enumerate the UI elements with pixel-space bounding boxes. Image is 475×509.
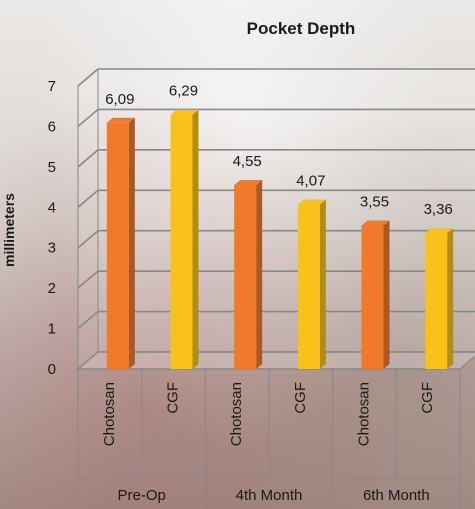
data-label: 6,29 bbox=[169, 83, 198, 100]
bar-side bbox=[256, 180, 263, 369]
group-label: 4th Month bbox=[236, 487, 303, 504]
bar-side bbox=[192, 109, 199, 369]
y-tick-label: 0 bbox=[48, 361, 56, 378]
bar-side bbox=[319, 199, 326, 369]
bar-side bbox=[128, 117, 135, 369]
x-tick-label: Chotosan bbox=[228, 382, 245, 446]
x-tick-label: Chotosan bbox=[101, 382, 118, 446]
bar bbox=[106, 122, 129, 369]
data-label: 6,09 bbox=[105, 91, 134, 108]
y-tick-label: 5 bbox=[48, 159, 56, 176]
bar bbox=[425, 233, 448, 369]
x-tick-label: CGF bbox=[292, 382, 309, 414]
y-axis-label: millimeters bbox=[1, 193, 17, 267]
x-tick-label: CGF bbox=[419, 382, 436, 414]
y-tick-label: 6 bbox=[48, 118, 56, 135]
bar-side bbox=[383, 220, 390, 369]
side-wall bbox=[77, 67, 99, 371]
gridline-depth bbox=[77, 189, 99, 208]
gridline-depth bbox=[77, 149, 99, 168]
group-label: 6th Month bbox=[363, 487, 430, 504]
y-tick-label: 1 bbox=[48, 321, 56, 338]
gridline-depth bbox=[77, 68, 99, 87]
gridline-depth bbox=[77, 230, 99, 249]
x-tick-label: Chotosan bbox=[356, 382, 373, 446]
y-tick-label: 2 bbox=[48, 280, 56, 297]
bar-top bbox=[170, 109, 199, 115]
y-tick-label: 4 bbox=[48, 199, 56, 216]
bar-top bbox=[425, 228, 454, 234]
data-label: 4,07 bbox=[296, 172, 325, 189]
bar-side bbox=[447, 228, 454, 369]
gridline-depth bbox=[77, 270, 99, 289]
plot-area: 0 1 2 3 4 5 6 7 6,09 Chotosan 6,29 CGF 4,55 Chotosan 4… bbox=[48, 67, 475, 509]
gridline-depth bbox=[77, 108, 99, 128]
bar-top bbox=[106, 117, 135, 123]
data-label: 4,55 bbox=[233, 153, 262, 170]
bar bbox=[361, 225, 384, 369]
bar bbox=[170, 114, 193, 369]
data-label: 3,55 bbox=[360, 193, 389, 210]
bar-top bbox=[361, 220, 390, 226]
bar bbox=[297, 204, 320, 369]
gridline-depth bbox=[77, 310, 99, 330]
y-tick-label: 3 bbox=[48, 240, 56, 257]
back-wall bbox=[98, 69, 475, 352]
chart-floor bbox=[76, 351, 475, 370]
group-label: Pre-Op bbox=[117, 487, 165, 504]
bar bbox=[234, 185, 257, 369]
x-tick-label: CGF bbox=[165, 382, 182, 414]
y-tick-label: 7 bbox=[48, 78, 56, 95]
chart-title: Pocket Depth bbox=[247, 19, 356, 38]
data-label: 3,36 bbox=[424, 201, 453, 218]
bar-top bbox=[297, 199, 326, 205]
bar-top bbox=[234, 180, 263, 186]
